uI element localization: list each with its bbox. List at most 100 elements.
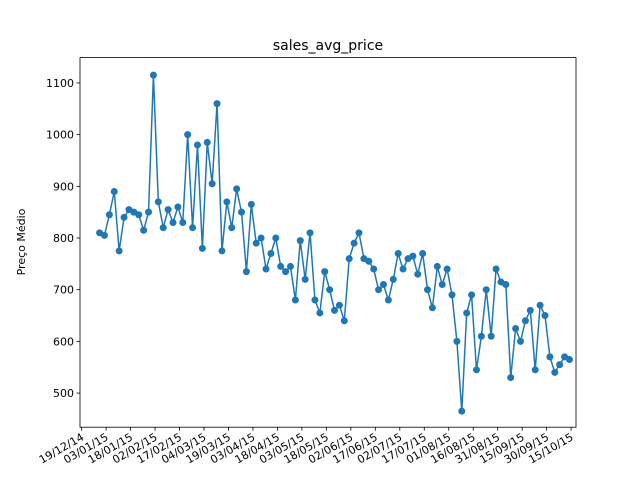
marker [179, 218, 187, 226]
marker [218, 247, 226, 255]
marker [242, 268, 250, 276]
marker [282, 268, 290, 276]
marker [306, 229, 314, 237]
marker [184, 131, 192, 139]
marker [331, 306, 339, 314]
marker [463, 309, 471, 317]
marker [492, 265, 500, 273]
y-tick-label: 800 [53, 232, 74, 245]
marker [140, 226, 148, 234]
marker [154, 198, 162, 206]
marker [394, 250, 402, 258]
marker [531, 366, 539, 374]
marker [468, 291, 476, 299]
marker [164, 206, 172, 214]
marker [453, 337, 461, 345]
marker [149, 71, 157, 79]
y-axis-label: Preço Médio [15, 208, 28, 275]
marker [203, 138, 211, 146]
marker [379, 281, 387, 289]
marker [370, 265, 378, 273]
marker [321, 268, 329, 276]
marker [296, 237, 304, 245]
marker [443, 265, 451, 273]
marker [556, 361, 564, 369]
marker [512, 324, 520, 332]
marker [521, 317, 529, 325]
marker [238, 208, 246, 216]
marker [335, 301, 343, 309]
marker [477, 332, 485, 340]
marker [433, 262, 441, 270]
y-tick-label: 900 [53, 180, 74, 193]
marker [247, 200, 255, 208]
marker [389, 275, 397, 283]
marker [291, 296, 299, 304]
marker [345, 255, 353, 263]
marker [546, 353, 554, 361]
marker [100, 231, 108, 239]
marker [517, 337, 525, 345]
marker [208, 180, 216, 188]
marker [350, 239, 358, 247]
marker [213, 100, 221, 108]
marker [105, 211, 113, 219]
marker [365, 257, 373, 265]
marker [472, 366, 480, 374]
marker [286, 262, 294, 270]
y-tick-label: 700 [53, 284, 74, 297]
y-tick-label: 1100 [46, 77, 74, 90]
marker [507, 374, 515, 382]
marker [252, 239, 260, 247]
marker [272, 234, 280, 242]
marker [409, 252, 417, 260]
marker [311, 296, 319, 304]
marker [487, 332, 495, 340]
marker [267, 250, 275, 258]
marker [316, 309, 324, 317]
marker [428, 304, 436, 312]
plot-frame [79, 57, 577, 428]
chart-title: sales_avg_price [273, 38, 383, 54]
marker [198, 244, 206, 252]
marker [419, 250, 427, 258]
marker [438, 281, 446, 289]
marker [355, 229, 363, 237]
marker [159, 224, 167, 232]
marker [482, 286, 490, 294]
y-tick-label: 1000 [46, 129, 74, 142]
y-tick-label: 600 [53, 335, 74, 348]
marker [536, 301, 544, 309]
marker [526, 306, 534, 314]
marker [277, 262, 285, 270]
marker [110, 187, 118, 195]
marker [375, 286, 383, 294]
marker [414, 270, 422, 278]
marker [115, 247, 123, 255]
marker [458, 407, 466, 415]
marker [193, 141, 201, 149]
marker [120, 213, 128, 221]
marker [326, 286, 334, 294]
marker [424, 286, 432, 294]
marker [340, 317, 348, 325]
marker [399, 265, 407, 273]
marker [135, 211, 143, 219]
marker [169, 218, 177, 226]
marker [301, 275, 309, 283]
marker [502, 281, 510, 289]
marker [257, 234, 265, 242]
marker [262, 265, 270, 273]
marker [551, 368, 559, 376]
marker [233, 185, 241, 193]
marker [384, 296, 392, 304]
marker [565, 355, 573, 363]
marker [189, 224, 197, 232]
marker [541, 312, 549, 320]
marker [448, 291, 456, 299]
marker [174, 203, 182, 211]
line [99, 75, 570, 412]
marker [223, 198, 231, 206]
marker [228, 224, 236, 232]
